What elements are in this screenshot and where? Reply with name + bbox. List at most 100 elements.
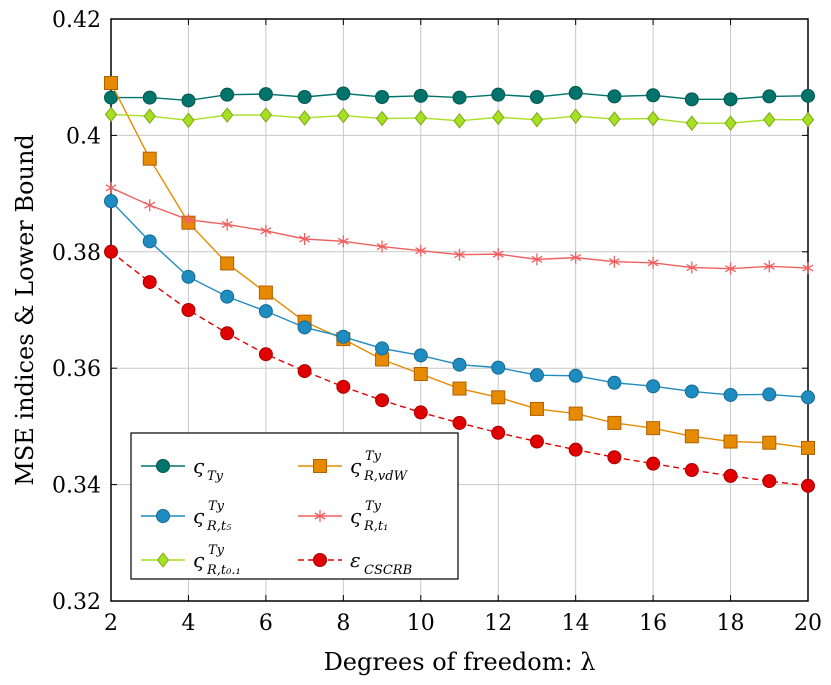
data-point [258,285,273,300]
data-point [801,478,815,493]
y-axis-title: MSE indices & Lower Bound [11,134,39,486]
data-point [258,304,273,319]
data-point [724,115,737,131]
data-point [144,199,156,212]
data-point [413,348,428,363]
legend-sub: R,t₀.₁ [206,563,241,578]
legend-entry: ς Ty R,vdW [298,449,409,484]
x-tick-label: 12 [484,611,512,636]
series-4 [104,106,815,131]
data-point [336,379,351,394]
series-3 [105,181,814,275]
data-point [684,463,699,478]
data-point [646,379,661,394]
data-point [182,112,195,129]
legend-box [130,432,459,580]
data-point [529,401,544,416]
data-point [298,110,311,126]
data-point [608,255,620,268]
data-point [337,107,350,124]
data-point [491,87,506,102]
data-point [607,89,622,104]
data-point [220,326,235,341]
data-point [725,262,737,275]
data-point [221,107,234,123]
data-point [723,92,738,107]
data-point [104,76,118,91]
x-tick-label: 20 [794,611,822,636]
data-point [530,111,544,128]
legend-marker [314,510,326,522]
data-point [452,357,467,372]
x-tick-label: 14 [562,611,590,636]
data-point [801,111,815,128]
data-point [723,434,738,449]
data-point [801,390,815,405]
data-point [105,181,117,194]
data-point [181,269,196,284]
data-point [763,260,775,273]
legend-label: ς [350,454,362,478]
data-point [453,248,466,261]
legend-sup: Ty [208,499,225,514]
legend-marker [156,509,170,523]
data-point [762,89,777,104]
legend-sup: Ty [365,449,382,464]
data-point [104,194,118,209]
data-point [684,429,699,444]
data-point [529,434,544,449]
data-point [684,92,699,107]
data-point [297,364,312,379]
data-point [104,244,118,259]
data-point [297,89,312,104]
data-point [568,406,583,421]
data-point [646,110,660,127]
data-point [297,320,312,335]
data-point [220,256,235,271]
data-point [646,88,661,103]
data-point [413,367,428,382]
data-point [529,368,544,383]
data-point [336,329,351,344]
series-1 [104,76,815,455]
plot-frame [110,18,809,602]
data-point [492,109,505,126]
x-tick-label: 4 [181,611,195,636]
series-2 [104,194,815,405]
data-point [607,415,622,430]
y-tick-label: 0.42 [52,8,101,33]
data-point [143,108,156,125]
data-point [762,387,777,402]
legend-entry: ς Ty R,t₁ [298,499,388,534]
data-point [685,115,698,131]
legend-label: ε [350,548,361,572]
legend-sub: R,t₁ [363,519,388,534]
legend-entry: ς Ty [141,454,224,484]
data-point [491,360,506,375]
data-point [608,111,621,127]
data-point [142,234,157,249]
data-point [570,251,582,264]
data-point [181,303,196,317]
data-point [492,248,504,261]
legend-marker [313,553,327,567]
data-point [181,93,196,108]
data-point [142,151,157,166]
data-point [221,218,233,231]
data-point [258,347,273,362]
legend-sub: CSCRB [364,563,412,578]
data-point [299,232,311,245]
data-point [142,90,157,105]
data-point [104,106,118,123]
legend-entry: ς Ty R,t₀.₁ [141,543,241,578]
data-point [413,88,428,103]
data-point [684,384,699,399]
data-point [568,368,583,383]
data-point [723,387,738,402]
legend-label: ς [193,454,205,478]
data-point [142,275,157,290]
data-point [258,87,273,102]
data-point [375,110,389,127]
